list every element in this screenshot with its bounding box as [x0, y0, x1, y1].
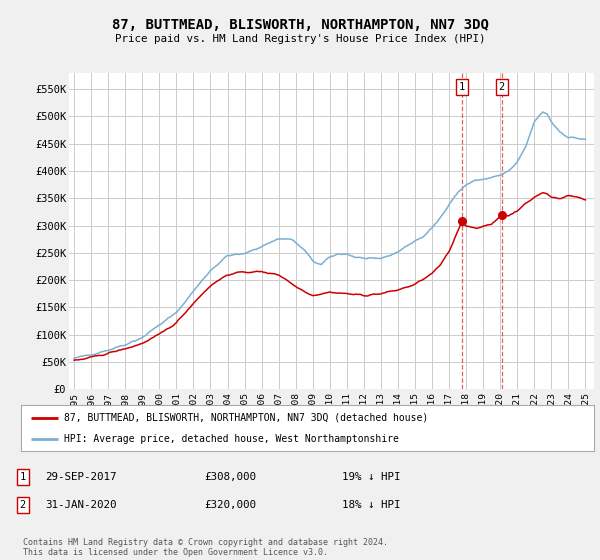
Text: Contains HM Land Registry data © Crown copyright and database right 2024.
This d: Contains HM Land Registry data © Crown c… [23, 538, 388, 557]
Text: 31-JAN-2020: 31-JAN-2020 [45, 500, 116, 510]
Text: Price paid vs. HM Land Registry's House Price Index (HPI): Price paid vs. HM Land Registry's House … [115, 34, 485, 44]
Text: 2: 2 [20, 500, 26, 510]
Text: HPI: Average price, detached house, West Northamptonshire: HPI: Average price, detached house, West… [64, 435, 399, 444]
Text: 87, BUTTMEAD, BLISWORTH, NORTHAMPTON, NN7 3DQ (detached house): 87, BUTTMEAD, BLISWORTH, NORTHAMPTON, NN… [64, 413, 428, 423]
Text: 19% ↓ HPI: 19% ↓ HPI [342, 472, 401, 482]
Text: 29-SEP-2017: 29-SEP-2017 [45, 472, 116, 482]
Text: 18% ↓ HPI: 18% ↓ HPI [342, 500, 401, 510]
Text: £320,000: £320,000 [204, 500, 256, 510]
Text: £308,000: £308,000 [204, 472, 256, 482]
Text: 1: 1 [20, 472, 26, 482]
Text: 2: 2 [499, 82, 505, 92]
Text: 1: 1 [459, 82, 465, 92]
Text: 87, BUTTMEAD, BLISWORTH, NORTHAMPTON, NN7 3DQ: 87, BUTTMEAD, BLISWORTH, NORTHAMPTON, NN… [112, 18, 488, 32]
